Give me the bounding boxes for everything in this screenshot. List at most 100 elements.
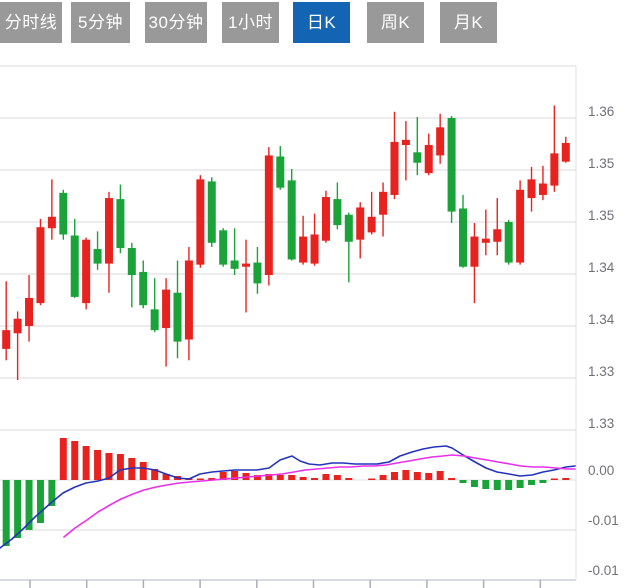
candle[interactable]: [59, 192, 68, 235]
axis-label: 1.35: [588, 208, 614, 223]
macd-bar: [505, 480, 513, 490]
macd-bar: [151, 469, 159, 480]
macd-bar: [94, 450, 102, 480]
tab-月K[interactable]: 月K: [440, 2, 497, 43]
macd-bar: [368, 478, 376, 480]
candle[interactable]: [413, 152, 422, 163]
axis-label: 1.33: [588, 416, 614, 431]
candle[interactable]: [333, 199, 342, 226]
candle[interactable]: [527, 179, 536, 199]
macd-bar: [413, 472, 421, 480]
candle[interactable]: [344, 214, 353, 242]
macd-bar: [105, 453, 113, 480]
candle[interactable]: [276, 156, 285, 188]
axis-label: 1.36: [588, 104, 614, 119]
candle[interactable]: [516, 189, 525, 263]
axis-label: -0.01: [588, 563, 619, 578]
candle[interactable]: [82, 239, 91, 304]
macd-bar: [82, 446, 90, 480]
candle[interactable]: [196, 179, 205, 265]
macd-bar: [562, 478, 570, 480]
candle[interactable]: [150, 309, 159, 331]
candle[interactable]: [36, 227, 45, 304]
candle[interactable]: [470, 236, 479, 267]
macd-bar: [36, 480, 44, 523]
candle[interactable]: [104, 198, 113, 264]
candle[interactable]: [2, 330, 11, 349]
macd-bar: [14, 480, 22, 538]
dif-line: [0, 445, 576, 549]
candle[interactable]: [538, 183, 547, 195]
candle[interactable]: [321, 197, 330, 241]
candle[interactable]: [424, 145, 433, 174]
candle[interactable]: [162, 289, 171, 329]
candle[interactable]: [116, 199, 125, 248]
candle[interactable]: [550, 153, 559, 186]
candle[interactable]: [401, 139, 410, 146]
candle[interactable]: [459, 208, 467, 267]
tab-1小时[interactable]: 1小时: [222, 2, 279, 43]
macd-bar: [128, 458, 136, 480]
candle[interactable]: [264, 155, 273, 276]
tab-5分钟[interactable]: 5分钟: [71, 2, 130, 43]
candle[interactable]: [230, 260, 239, 269]
candle[interactable]: [139, 271, 148, 306]
candle[interactable]: [561, 142, 570, 162]
macd-bar: [516, 480, 524, 488]
tab-日K[interactable]: 日K: [293, 2, 350, 43]
macd-bar: [71, 441, 79, 480]
candle[interactable]: [93, 249, 102, 264]
candle[interactable]: [253, 262, 262, 284]
tab-30分钟[interactable]: 30分钟: [145, 2, 207, 43]
macd-bar: [231, 471, 239, 480]
macd-bar: [276, 475, 284, 480]
macd-bar: [550, 478, 558, 480]
macd-bar: [162, 474, 170, 480]
macd-bar: [288, 475, 296, 480]
candle[interactable]: [379, 191, 388, 215]
candle[interactable]: [436, 127, 445, 156]
macd-bar: [265, 474, 273, 480]
macd-bar: [333, 475, 341, 480]
macd-bar: [219, 472, 227, 480]
axis-label: 1.34: [588, 312, 615, 327]
macd-bar: [311, 478, 319, 480]
candle[interactable]: [219, 230, 228, 265]
candle[interactable]: [493, 229, 502, 242]
candle[interactable]: [184, 260, 193, 340]
candle[interactable]: [242, 263, 251, 267]
macd-bar: [459, 480, 467, 483]
candle[interactable]: [207, 181, 216, 243]
macd-bar: [379, 475, 387, 480]
candle[interactable]: [173, 292, 182, 342]
macd-bar: [390, 472, 398, 480]
axis-label: 1.34: [588, 260, 615, 275]
candle[interactable]: [447, 118, 456, 212]
candle[interactable]: [367, 216, 376, 233]
macd-bar: [116, 454, 124, 480]
candle[interactable]: [299, 236, 308, 263]
macd-bar: [493, 480, 501, 490]
candle[interactable]: [25, 297, 34, 326]
macd-bar: [322, 474, 330, 480]
macd-bar: [299, 477, 307, 480]
macd-bar: [253, 475, 261, 480]
macd-bar: [59, 438, 67, 480]
axis-label: 0.00: [588, 463, 614, 478]
tab-分时线[interactable]: 分时线: [0, 2, 62, 43]
candle[interactable]: [310, 234, 319, 264]
candle[interactable]: [13, 318, 22, 334]
candle[interactable]: [504, 222, 513, 263]
candle[interactable]: [356, 207, 365, 240]
candle[interactable]: [287, 180, 296, 260]
candle[interactable]: [390, 141, 399, 195]
candle[interactable]: [70, 235, 79, 297]
candle[interactable]: [127, 248, 136, 276]
tab-周K[interactable]: 周K: [367, 2, 424, 43]
candle[interactable]: [481, 238, 490, 243]
macd-bar: [482, 480, 490, 489]
candle[interactable]: [47, 216, 56, 229]
